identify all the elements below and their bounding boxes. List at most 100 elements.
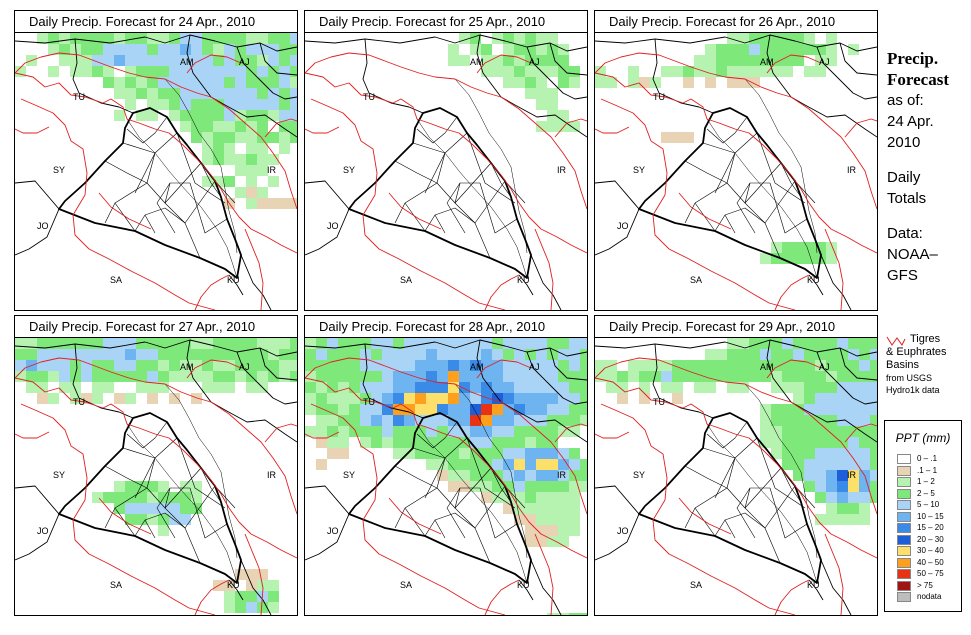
precip-cell [782, 360, 793, 371]
precip-cell [503, 437, 514, 448]
precip-cell [338, 437, 349, 448]
precip-cell [771, 349, 782, 360]
basin-boundary [844, 423, 877, 443]
precip-cell [290, 99, 297, 110]
precip-cell [158, 66, 169, 77]
precip-cell [771, 371, 782, 382]
province-boundary [134, 152, 156, 194]
precip-cell [771, 242, 782, 253]
precip-cell [448, 55, 459, 66]
precip-cell [136, 77, 147, 88]
precip-cell [224, 77, 235, 88]
precip-cell [815, 437, 826, 448]
precip-cell [59, 55, 70, 66]
precip-cell [481, 44, 492, 55]
precip-cell [169, 349, 180, 360]
precip-cell [815, 470, 826, 481]
precip-cell [503, 382, 514, 393]
precip-cell [180, 33, 191, 44]
precip-cell [158, 382, 169, 393]
precip-cell [738, 371, 749, 382]
precip-cell [37, 33, 48, 44]
precip-cell [349, 349, 360, 360]
precip-cell [169, 44, 180, 55]
as-of-label: as of: [887, 92, 924, 109]
precip-cell [224, 602, 235, 613]
precip-cell [338, 349, 349, 360]
precip-cell [815, 382, 826, 393]
precip-cell [525, 371, 536, 382]
country-boundary [305, 513, 350, 561]
precip-cell [305, 371, 316, 382]
precip-cell [569, 415, 580, 426]
precip-cell [848, 470, 859, 481]
precip-cell [536, 415, 547, 426]
precip-cell [514, 492, 525, 503]
precip-map: AM AJ TU SY IR JO SA KU [15, 338, 297, 615]
precip-cell [290, 44, 297, 55]
precip-cell [305, 404, 316, 415]
precip-cell [694, 371, 705, 382]
basin-boundary [186, 359, 242, 379]
precip-cell [492, 338, 503, 349]
precip-cell [859, 338, 870, 349]
precip-cell [848, 371, 859, 382]
precip-cell [782, 426, 793, 437]
precip-cell [826, 470, 837, 481]
precip-cell [782, 349, 793, 360]
precip-cell [536, 44, 547, 55]
precip-cell [804, 66, 815, 77]
country-boundary [808, 579, 824, 601]
ppt-legend-label: > 75 [917, 580, 933, 590]
precip-cell [246, 143, 257, 154]
precip-cell [202, 88, 213, 99]
precip-cell [290, 66, 297, 77]
precip-cell [771, 404, 782, 415]
precip-cell [37, 338, 48, 349]
precip-cell [26, 371, 37, 382]
precip-cell [837, 371, 848, 382]
province-boundary [416, 116, 458, 144]
precip-cell [191, 349, 202, 360]
map-canvas: AM AJ TU SY IR JO SA KU [305, 338, 587, 615]
basin-boundary [678, 192, 732, 230]
precip-cell [59, 349, 70, 360]
precip-cell [459, 382, 470, 393]
precip-cell [536, 426, 547, 437]
precip-cell [70, 393, 81, 404]
precip-cell [580, 404, 587, 415]
precip-cell [235, 55, 246, 66]
precip-cell [837, 470, 848, 481]
province-boundary [744, 182, 770, 204]
country-boundary [549, 347, 587, 381]
precip-cell [771, 338, 782, 349]
basin-boundary [476, 359, 532, 379]
country-boundary [240, 559, 272, 615]
precip-cell [257, 88, 268, 99]
precip-cell [771, 360, 782, 371]
ppt-legend-label: nodata [917, 592, 942, 601]
precip-cell [180, 55, 191, 66]
precip-cell [59, 44, 70, 55]
country-label: SA [110, 275, 122, 285]
precip-cell [180, 66, 191, 77]
country-boundary [362, 343, 424, 419]
precip-cell [437, 382, 448, 393]
precip-cell [169, 77, 180, 88]
precip-cell [180, 514, 191, 525]
precip-cell [382, 371, 393, 382]
precip-cell [169, 338, 180, 349]
country-label: AM [470, 362, 484, 372]
precip-cell [305, 349, 316, 360]
precip-cell [470, 33, 481, 44]
country-boundary [820, 254, 852, 310]
ppt-legend-label: 10 – 15 [917, 511, 944, 521]
sidebar-info: Precip. Forecast as of: 24 Apr. 2010 Dai… [887, 48, 971, 286]
precip-cell [125, 88, 136, 99]
precip-cell [749, 349, 760, 360]
precip-cell [290, 33, 297, 44]
precip-cell [738, 349, 749, 360]
precip-cell [705, 371, 716, 382]
panel-title: Daily Precip. Forecast for 28 Apr., 2010 [305, 316, 587, 338]
country-boundary [15, 513, 60, 561]
